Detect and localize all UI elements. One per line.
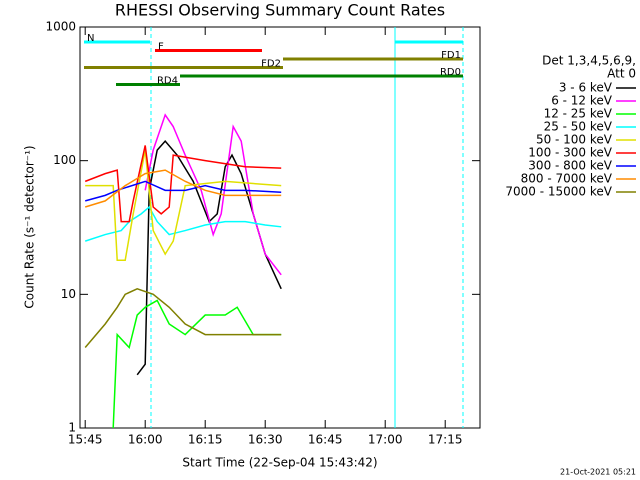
series-line (85, 180, 282, 202)
series-line (84, 169, 282, 208)
x-axis-label: Start Time (22-Sep-04 15:43:42) (182, 456, 377, 470)
y-axis-label: Count Rate (s⁻¹ detector⁻¹) (23, 145, 37, 308)
y-tick-label: 10 (61, 287, 76, 301)
x-tick-label: 16:00 (128, 433, 163, 447)
chart-title: RHESSI Observing Summary Count Rates (115, 1, 445, 20)
series-line (112, 299, 282, 429)
legend-label: 12 - 25 keV (544, 107, 613, 121)
y-tick-label: 100 (53, 153, 76, 167)
y-tick-label: 1 (68, 421, 76, 435)
legend-label: 800 - 7000 keV (521, 172, 613, 186)
legend-label: 25 - 50 keV (544, 120, 613, 134)
legend-header: Det 1,3,4,5,6,9, (542, 54, 636, 68)
flag-label: FD2 (261, 59, 281, 70)
x-tick-label: 15:45 (68, 433, 103, 447)
flag-label: F (158, 42, 164, 53)
x-tick-label: 16:15 (188, 433, 223, 447)
flag-label: FD1 (441, 50, 461, 61)
x-tick-label: 17:15 (428, 433, 463, 447)
legend-label: 100 - 300 keV (528, 146, 612, 160)
series-line (84, 205, 282, 242)
series-line (136, 139, 282, 376)
legend-label: 6 - 12 keV (551, 94, 613, 108)
flag-label: RD0 (440, 67, 461, 78)
plot-frame (79, 26, 481, 429)
legend-header: Att 0 (607, 67, 636, 81)
x-tick-label: 16:30 (248, 433, 283, 447)
x-tick-label: 16:45 (308, 433, 343, 447)
series-line (84, 145, 282, 223)
flag-label: N (87, 33, 94, 44)
legend-label: 7000 - 15000 keV (505, 185, 612, 199)
y-tick-label: 1000 (45, 20, 76, 34)
series-line (84, 287, 282, 349)
x-tick-label: 17:00 (368, 433, 403, 447)
legend-label: 300 - 800 keV (528, 159, 612, 173)
series-line (144, 113, 282, 276)
flag-label: RD4 (157, 76, 178, 87)
legend-label: 50 - 100 keV (536, 133, 613, 147)
footer: 21-Oct-2021 05:21 (560, 468, 636, 477)
legend-label: 3 - 6 keV (559, 81, 613, 95)
